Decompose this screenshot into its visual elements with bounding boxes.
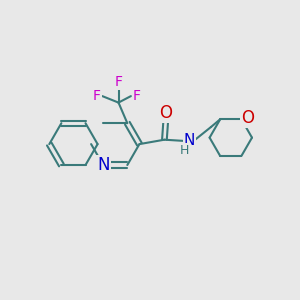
Text: H: H	[180, 144, 189, 157]
Text: F: F	[115, 75, 122, 89]
Text: F: F	[133, 89, 141, 103]
Text: O: O	[159, 103, 172, 122]
Text: N: N	[184, 133, 195, 148]
Text: F: F	[92, 89, 101, 103]
Text: O: O	[242, 109, 254, 127]
Text: N: N	[97, 156, 110, 174]
